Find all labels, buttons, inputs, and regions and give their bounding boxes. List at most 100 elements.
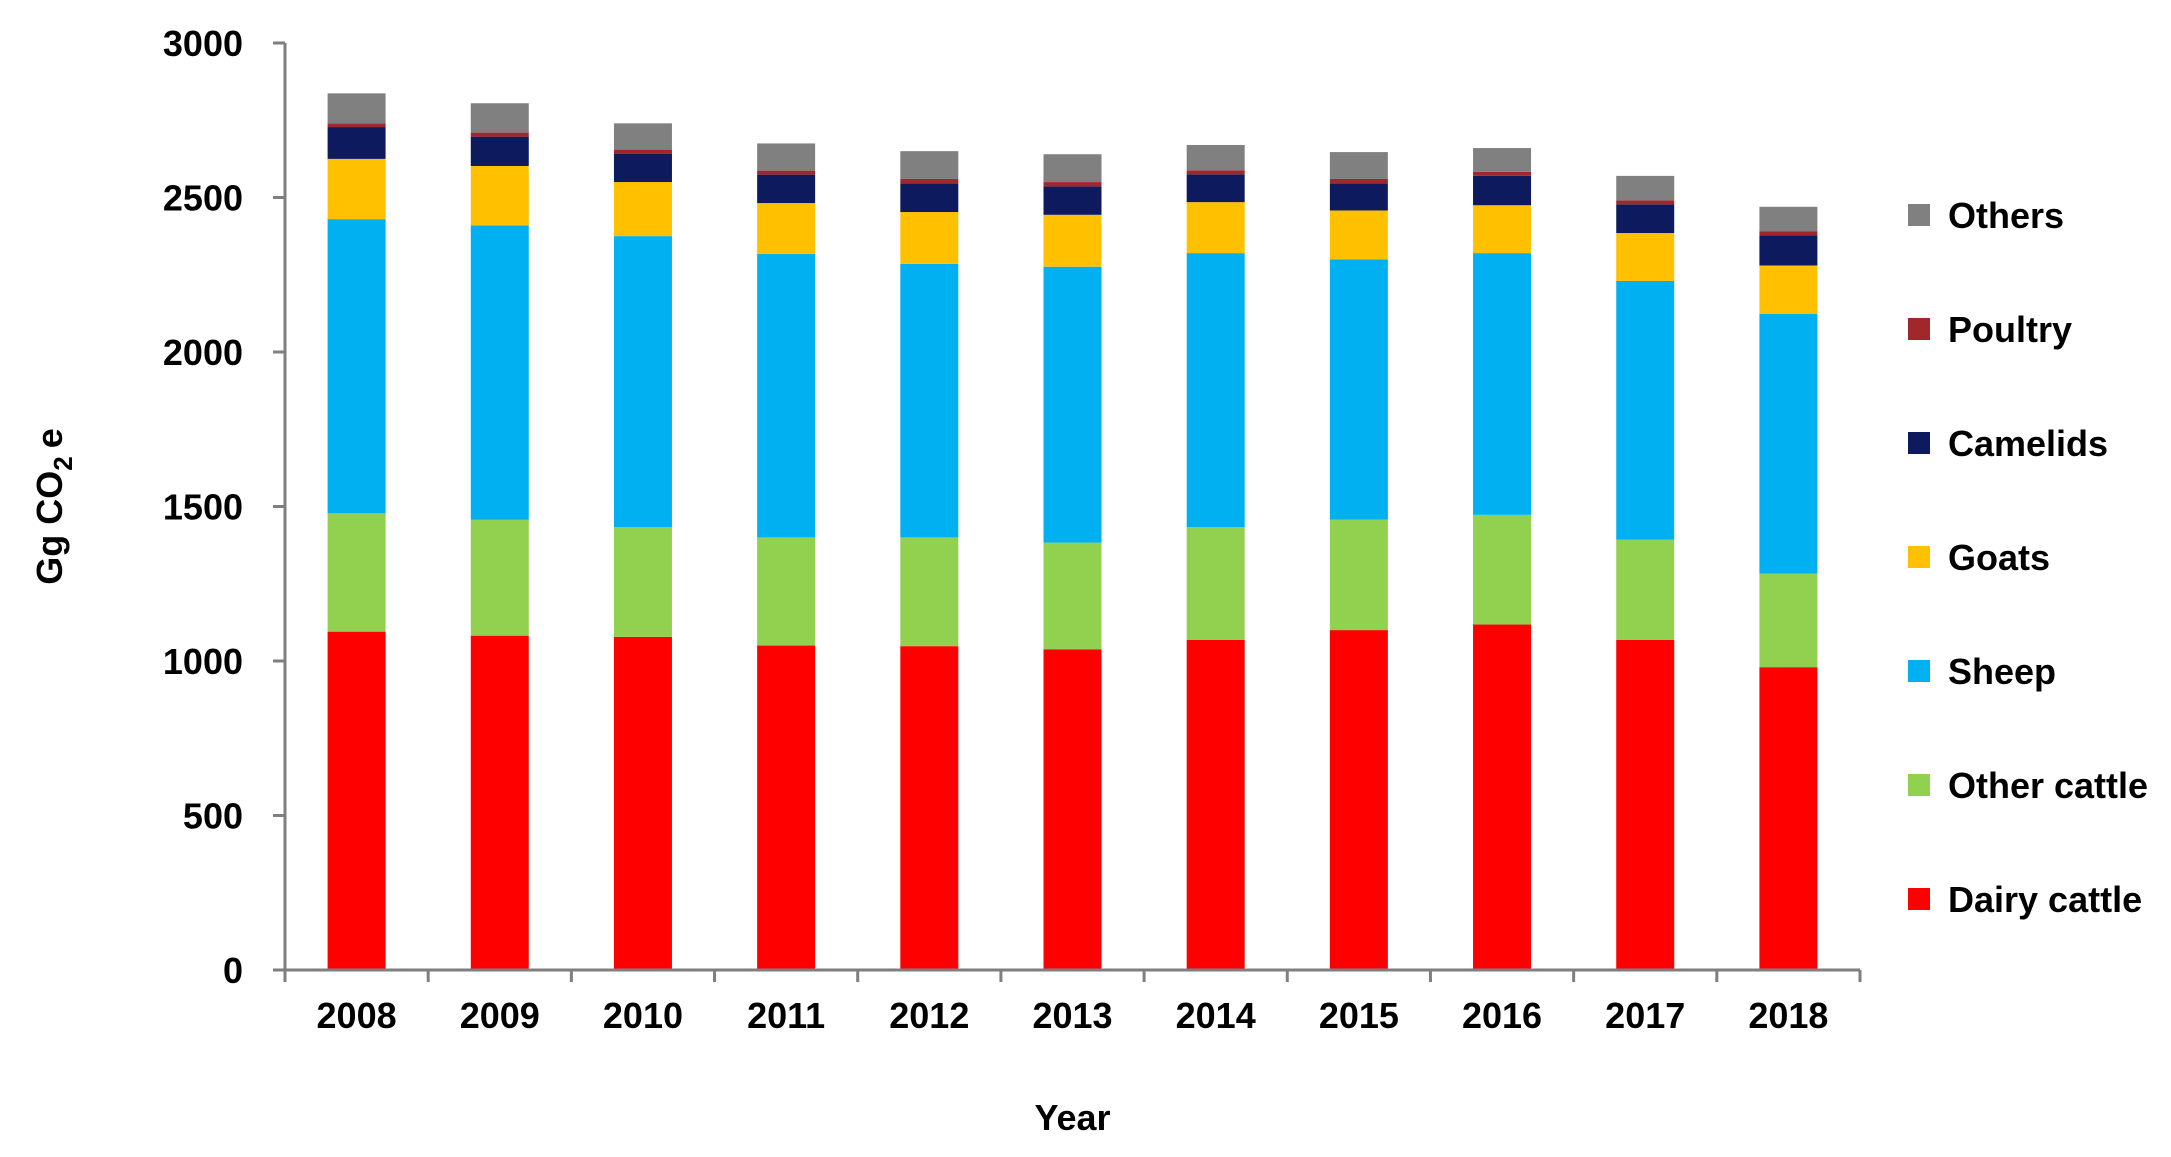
- bar-segment-other-cattle-2012: [900, 537, 959, 647]
- bar-segment-camelids-2018: [1759, 235, 1818, 266]
- bar-segment-other-cattle-2016: [1473, 514, 1532, 625]
- bar-segment-dairy-cattle-2015: [1329, 630, 1388, 970]
- bar-segment-camelids-2010: [613, 153, 672, 183]
- bar-segment-camelids-2014: [1186, 174, 1245, 203]
- bar-segment-others-2016: [1473, 148, 1532, 172]
- bar-segment-other-cattle-2017: [1616, 539, 1675, 640]
- bars-layer: [327, 93, 1818, 970]
- bar-segment-other-cattle-2010: [613, 527, 672, 637]
- x-tick-label: 2010: [603, 995, 683, 1036]
- bar-segment-goats-2012: [900, 212, 959, 264]
- y-axis-title: Gg CO2 e: [29, 428, 78, 585]
- bar-segment-poultry-2008: [327, 123, 386, 128]
- bar-segment-sheep-2012: [900, 263, 959, 538]
- legend-label-other-cattle: Other cattle: [1948, 765, 2148, 806]
- x-tick-label: 2014: [1176, 995, 1256, 1036]
- bar-segment-camelids-2013: [1043, 186, 1102, 215]
- legend-label-sheep: Sheep: [1948, 651, 2056, 692]
- bar-segment-other-cattle-2018: [1759, 573, 1818, 668]
- bar-segment-other-cattle-2009: [470, 519, 529, 636]
- bar-segment-goats-2015: [1329, 210, 1388, 260]
- bar-segment-sheep-2018: [1759, 313, 1818, 574]
- bar-segment-goats-2014: [1186, 202, 1245, 254]
- y-axis-title-subscript: 2: [48, 456, 78, 470]
- bar-segment-sheep-2016: [1473, 253, 1532, 515]
- bar-segment-poultry-2016: [1473, 171, 1532, 176]
- bar-segment-poultry-2010: [613, 149, 672, 154]
- bar-segment-others-2017: [1616, 175, 1675, 201]
- bar-segment-dairy-cattle-2009: [470, 635, 529, 970]
- bar-segment-camelids-2015: [1329, 183, 1388, 211]
- bar-segment-sheep-2014: [1186, 253, 1245, 528]
- legend-swatch-camelids: [1908, 432, 1930, 454]
- bar-segment-other-cattle-2013: [1043, 542, 1102, 650]
- bar-segment-poultry-2018: [1759, 231, 1818, 236]
- bar-segment-poultry-2011: [757, 170, 816, 175]
- bar-segment-sheep-2017: [1616, 280, 1675, 540]
- legend-swatch-poultry: [1908, 318, 1930, 340]
- y-tick-label: 2000: [163, 332, 243, 373]
- x-tick-label: 2017: [1605, 995, 1685, 1036]
- bar-segment-sheep-2008: [327, 219, 386, 514]
- legend-swatch-sheep: [1908, 660, 1930, 682]
- legend-swatch-other-cattle: [1908, 774, 1930, 796]
- x-axis-title: Year: [1034, 1097, 1110, 1138]
- bar-segment-others-2015: [1329, 152, 1388, 179]
- y-tick-label: 500: [183, 796, 243, 837]
- bar-segment-others-2013: [1043, 154, 1102, 183]
- legend-label-poultry: Poultry: [1948, 309, 2072, 350]
- legend-label-goats: Goats: [1948, 537, 2050, 578]
- x-tick-label: 2013: [1032, 995, 1112, 1036]
- bar-segment-dairy-cattle-2012: [900, 646, 959, 970]
- x-ticks: 2008 2009 2010 2011 2012 2013 2014 2015 2016 2017…: [283, 970, 1862, 1036]
- bar-segment-other-cattle-2008: [327, 513, 386, 632]
- bar-segment-others-2014: [1186, 144, 1245, 171]
- bar-segment-dairy-cattle-2010: [613, 636, 672, 970]
- legend: Others Poultry Camelids Goats Sheep Other cat…: [1908, 195, 2148, 920]
- bar-segment-dairy-cattle-2008: [327, 631, 386, 970]
- y-axis-title-suffix: e: [29, 428, 70, 448]
- bar-segment-dairy-cattle-2014: [1186, 639, 1245, 970]
- bar-segment-other-cattle-2015: [1329, 519, 1388, 631]
- y-tick-label: 3000: [163, 23, 243, 64]
- y-ticks: 0 500 1000 1500 2000 2500 3000: [163, 23, 285, 991]
- bar-segment-sheep-2011: [757, 254, 816, 538]
- bar-segment-poultry-2014: [1186, 170, 1245, 175]
- bar-segment-goats-2008: [327, 158, 386, 220]
- x-tick-label: 2008: [317, 995, 397, 1036]
- y-tick-label: 0: [223, 950, 243, 991]
- x-tick-label: 2018: [1748, 995, 1828, 1036]
- bar-segment-poultry-2013: [1043, 182, 1102, 187]
- legend-swatch-goats: [1908, 546, 1930, 568]
- bar-segment-camelids-2012: [900, 183, 959, 213]
- bar-segment-camelids-2011: [757, 174, 816, 204]
- bar-segment-others-2018: [1759, 206, 1818, 232]
- y-tick-label: 1500: [163, 487, 243, 528]
- bar-segment-others-2011: [757, 143, 816, 171]
- x-tick-label: 2015: [1319, 995, 1399, 1036]
- bar-segment-poultry-2017: [1616, 200, 1675, 205]
- bar-segment-goats-2013: [1043, 214, 1102, 267]
- bar-segment-camelids-2016: [1473, 175, 1532, 206]
- bar-segment-poultry-2012: [900, 178, 959, 184]
- bar-segment-poultry-2015: [1329, 178, 1388, 184]
- bar-segment-dairy-cattle-2013: [1043, 649, 1102, 970]
- legend-label-dairy-cattle: Dairy cattle: [1948, 879, 2142, 920]
- bar-segment-dairy-cattle-2016: [1473, 624, 1532, 970]
- bar-segment-others-2008: [327, 93, 386, 124]
- bar-segment-camelids-2009: [470, 136, 529, 166]
- bar-segment-sheep-2009: [470, 225, 529, 520]
- bar-segment-sheep-2010: [613, 236, 672, 528]
- bar-segment-goats-2010: [613, 182, 672, 237]
- y-tick-label: 1000: [163, 641, 243, 682]
- legend-label-camelids: Camelids: [1948, 423, 2108, 464]
- bar-segment-sheep-2013: [1043, 266, 1102, 543]
- bar-segment-others-2010: [613, 123, 672, 150]
- y-tick-label: 2500: [163, 178, 243, 219]
- bar-segment-goats-2011: [757, 203, 816, 255]
- bar-segment-dairy-cattle-2018: [1759, 667, 1818, 970]
- bar-segment-dairy-cattle-2011: [757, 645, 816, 970]
- legend-swatch-others: [1908, 204, 1930, 226]
- bar-segment-others-2009: [470, 103, 529, 133]
